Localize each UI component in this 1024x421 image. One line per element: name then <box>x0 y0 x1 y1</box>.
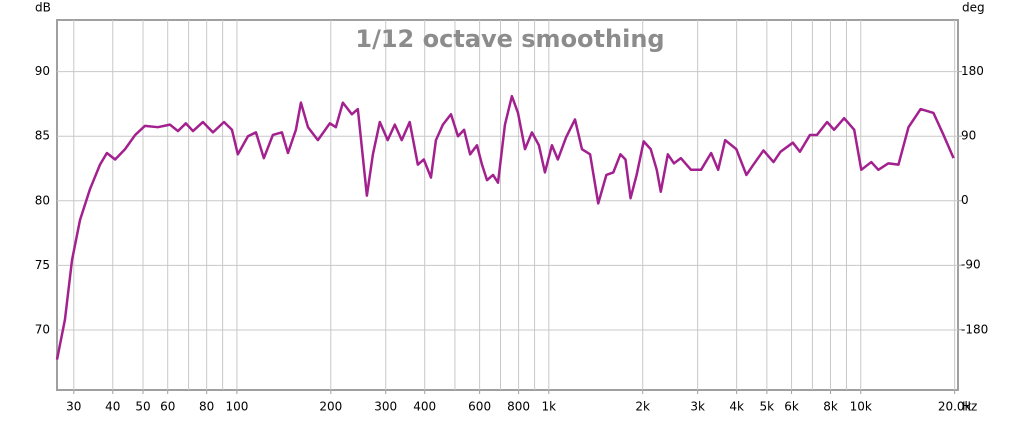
x-tick-label: 1k <box>542 400 557 414</box>
y2-tick-label: 90 <box>961 129 976 143</box>
y-tick-label: 70 <box>35 322 50 336</box>
x-axis-unit: Hz <box>962 400 977 414</box>
x-tick-label: 600 <box>468 400 491 414</box>
x-tick-label: 30 <box>66 400 81 414</box>
y2-tick-label: 0 <box>961 193 969 207</box>
y-tick-label: 90 <box>35 64 50 78</box>
x-tick-label: 2k <box>635 400 650 414</box>
x-tick-label: 3k <box>690 400 705 414</box>
y-tick-label: 75 <box>35 258 50 272</box>
plot-frame <box>56 19 959 391</box>
x-tick-label: 60 <box>160 400 175 414</box>
y-tick-label: 85 <box>35 129 50 143</box>
x-tick-label: 200 <box>319 400 342 414</box>
y-axis-unit: dB <box>35 1 51 15</box>
x-tick-label: 300 <box>374 400 397 414</box>
x-tick-label: 100 <box>225 400 248 414</box>
x-tick-label: 10k <box>850 400 872 414</box>
y2-tick-label: 180 <box>961 64 984 78</box>
x-tick-label: 20.0k <box>938 400 972 414</box>
chart-title: 1/12 octave smoothing <box>355 25 664 53</box>
x-tick-label: 50 <box>135 400 150 414</box>
x-tick-label: 40 <box>105 400 120 414</box>
x-tick-label: 400 <box>413 400 436 414</box>
x-tick-label: 5k <box>760 400 775 414</box>
x-tick-label: 8k <box>823 400 838 414</box>
y2-axis-unit: deg <box>962 1 985 15</box>
y2-tick-label: -180 <box>961 322 988 336</box>
x-tick-label: 6k <box>784 400 799 414</box>
x-tick-label: 4k <box>729 400 744 414</box>
y-tick-label: 80 <box>35 193 50 207</box>
y2-tick-label: -90 <box>961 258 981 272</box>
x-tick-label: 80 <box>199 400 214 414</box>
response-curve <box>55 94 955 360</box>
x-tick-label: 800 <box>507 400 530 414</box>
